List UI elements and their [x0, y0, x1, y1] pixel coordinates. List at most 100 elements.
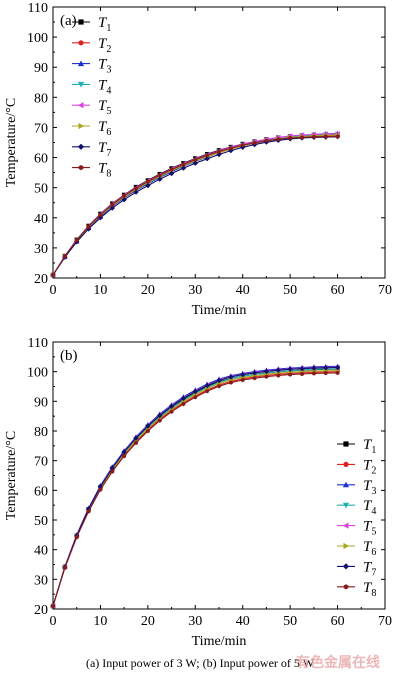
data-point [157, 173, 162, 178]
series-line [52, 133, 338, 276]
series-T5 [50, 364, 340, 609]
legend-entry: T7 [363, 559, 376, 578]
data-point [263, 368, 270, 374]
y-tick-label: 20 [34, 603, 48, 618]
y-tick-label: 50 [34, 182, 48, 197]
x-tick-label: 40 [236, 614, 250, 629]
data-point [157, 412, 163, 419]
legend-marker [78, 40, 84, 46]
x-axis-label: Time/min [192, 303, 247, 318]
series-line [52, 134, 338, 276]
data-point [275, 367, 281, 373]
legend-entry: T7 [98, 140, 111, 159]
data-point [251, 370, 258, 376]
legend-marker [77, 143, 85, 150]
y-tick-label: 110 [28, 336, 48, 351]
data-point [110, 202, 115, 207]
data-point [240, 377, 245, 383]
legend-marker [77, 102, 84, 109]
legend-marker [342, 563, 350, 570]
legend-marker [77, 60, 85, 67]
series-T3 [50, 363, 341, 609]
y-tick-label: 50 [34, 514, 48, 529]
legend-marker [343, 584, 349, 590]
data-point [217, 149, 221, 154]
figure-caption: (a) Input power of 3 W; (b) Input power … [85, 656, 315, 670]
figure: 0 10 20 30 40 50 60 702030405060708090100110Tim… [4, 1, 392, 649]
y-tick-label: 70 [34, 121, 48, 136]
series-line [52, 366, 338, 607]
legend-entry: T8 [363, 580, 376, 599]
legend-marker [343, 542, 350, 550]
data-point [74, 535, 79, 540]
data-point [168, 170, 175, 177]
data-point [63, 565, 67, 570]
y-tick-label: 90 [34, 61, 48, 76]
data-point [192, 160, 198, 166]
data-point [276, 137, 281, 142]
data-point [323, 134, 328, 139]
chart-panel-a: 0 10 20 30 40 50 60 70 20 30 40 50 60 70 80 90 100 110 Tim… [4, 1, 392, 318]
data-point [51, 272, 55, 278]
legend-entry: T5 [363, 519, 376, 538]
data-point [205, 153, 209, 158]
series-T2 [50, 369, 340, 609]
data-point [98, 212, 103, 217]
data-point [134, 186, 138, 191]
legend-entry: T3 [363, 478, 376, 497]
data-point [276, 373, 281, 378]
y-tick-label: 110 [28, 1, 48, 16]
series-line [52, 365, 338, 607]
data-point [133, 435, 139, 441]
data-point [240, 143, 245, 148]
series-line [52, 132, 338, 276]
series-line [52, 368, 338, 607]
series-T3 [50, 130, 341, 278]
data-point [216, 151, 222, 158]
data-point [192, 388, 198, 395]
series-T7 [50, 364, 341, 609]
x-tick-label: 50 [283, 614, 297, 629]
series-T1 [50, 366, 340, 609]
series-T6 [50, 367, 341, 609]
series-T1 [50, 132, 340, 278]
legend-marker [343, 441, 349, 447]
data-point [121, 197, 127, 203]
watermark: 有色金属在线 [296, 655, 380, 671]
data-point [110, 469, 115, 474]
y-tick-label: 30 [34, 573, 48, 588]
x-tick-label: 20 [141, 614, 155, 629]
y-tick-label: 40 [34, 544, 48, 559]
data-point [204, 383, 210, 389]
data-point [193, 395, 198, 400]
y-tick-label: 90 [34, 395, 48, 410]
y-tick-label: 40 [34, 212, 48, 227]
data-point [157, 176, 163, 182]
x-tick-label: 70 [378, 283, 392, 298]
legend-marker [77, 81, 85, 88]
series-line [52, 369, 338, 607]
series-T5 [50, 131, 340, 278]
legend-marker [343, 461, 349, 467]
series-line [52, 366, 338, 607]
data-point [122, 454, 126, 459]
data-point [121, 449, 127, 455]
series-line [52, 134, 338, 276]
data-point [109, 205, 115, 211]
data-point [335, 134, 340, 139]
legend-entry: T2 [363, 457, 376, 476]
data-point [311, 365, 317, 371]
y-tick-label: 100 [27, 366, 48, 381]
legend-entry: T4 [363, 498, 376, 517]
legend-marker [342, 481, 350, 488]
legend-entry: T8 [98, 161, 111, 180]
data-point [146, 179, 150, 184]
data-point [312, 134, 316, 139]
x-tick-label: 40 [236, 283, 250, 298]
series-T4 [50, 366, 341, 609]
y-tick-label: 70 [34, 455, 48, 470]
y-tick-label: 30 [34, 242, 48, 257]
data-point [86, 509, 91, 514]
data-point [216, 377, 222, 384]
